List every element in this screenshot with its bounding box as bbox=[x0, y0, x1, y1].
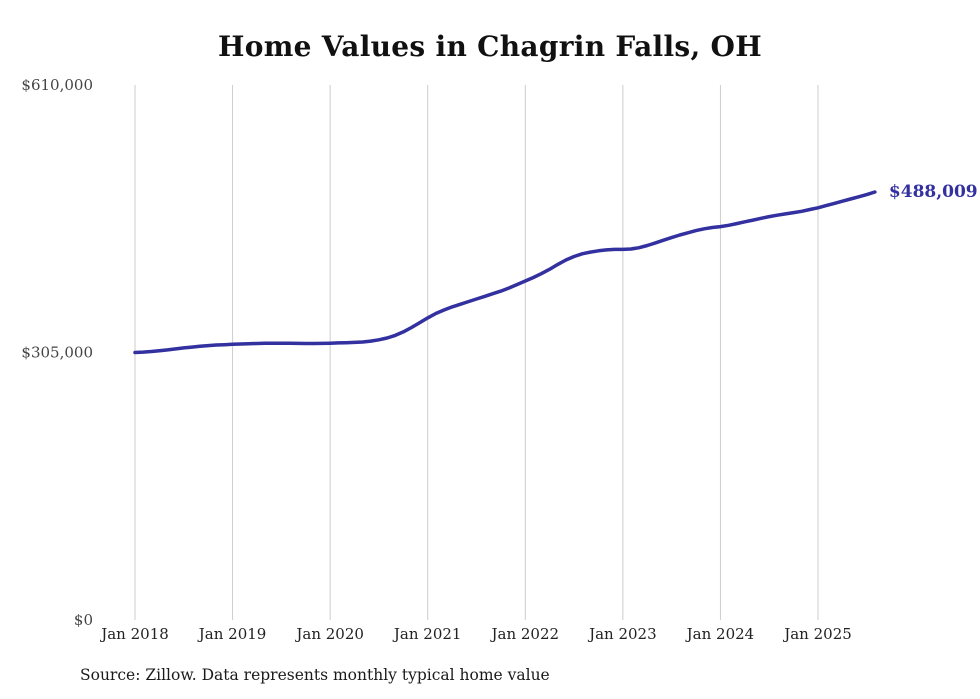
y-axis-tick-label: $610,000 bbox=[21, 76, 93, 94]
x-axis-tick-label: Jan 2020 bbox=[294, 625, 364, 643]
x-axis-tick-label: Jan 2021 bbox=[392, 625, 462, 643]
source-note: Source: Zillow. Data represents monthly … bbox=[80, 666, 550, 684]
x-axis-tick-label: Jan 2018 bbox=[99, 625, 169, 643]
latest-value-label: $488,009 bbox=[888, 181, 978, 202]
x-axis-tick-label: Jan 2024 bbox=[685, 625, 755, 643]
x-axis-tick-label: Jan 2023 bbox=[587, 625, 657, 643]
y-axis-tick-label: $0 bbox=[74, 611, 93, 629]
x-axis-tick-label: Jan 2022 bbox=[490, 625, 560, 643]
y-axis-tick-label: $305,000 bbox=[21, 344, 93, 362]
value-line bbox=[133, 190, 877, 355]
x-axis-tick-label: Jan 2025 bbox=[782, 625, 852, 643]
chart-title: Home Values in Chagrin Falls, OH bbox=[217, 30, 762, 63]
x-axis-tick-label: Jan 2019 bbox=[197, 625, 267, 643]
